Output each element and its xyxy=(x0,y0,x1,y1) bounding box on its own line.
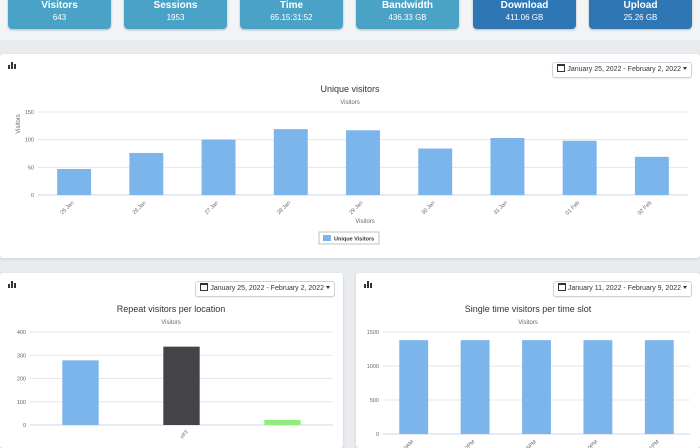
y-tick-label: 150 xyxy=(25,110,34,116)
date-range-button[interactable]: January 25, 2022 - February 2, 2022 xyxy=(552,62,692,78)
chart-title: Unique visitors xyxy=(320,84,380,94)
stat-value: 643 xyxy=(52,13,67,22)
x-tick-label: 10AM-11:30AM xyxy=(384,439,415,448)
y-tick-label: 0 xyxy=(23,423,26,429)
stat-value: 1953 xyxy=(166,13,185,22)
x-tick-label: 29 Jan xyxy=(348,200,364,216)
y-axis-label: Visitors xyxy=(16,114,22,134)
caret-down-icon xyxy=(683,286,687,289)
x-tick-label: 11:30AM-2PM xyxy=(448,439,477,448)
date-range-label: January 11, 2022 - February 9, 2022 xyxy=(567,285,681,292)
stat-label: Time xyxy=(279,0,304,11)
x-tick-label: 28 Jan xyxy=(276,200,292,216)
y-tick-label: 0 xyxy=(376,432,379,438)
data-bar xyxy=(264,419,301,425)
data-bar xyxy=(522,340,551,434)
stat-label: Sessions xyxy=(153,0,198,11)
stat-label: Visitors xyxy=(41,0,78,11)
y-tick-label: 1500 xyxy=(367,330,379,336)
single-visitors-chart: Single time visitors per time slot Visito… xyxy=(367,304,690,448)
bar-chart-icon xyxy=(364,281,372,288)
data-bar xyxy=(490,138,525,195)
chart-subtitle: Visitors xyxy=(340,100,360,106)
y-tick-label: 400 xyxy=(17,330,26,336)
y-tick-label: 1000 xyxy=(367,364,379,370)
y-tick-label: 200 xyxy=(17,377,26,383)
stats-row: Visitors 643 Sessions 1953 Time 65.15:31:52… xyxy=(0,0,700,40)
x-tick-label: 26 Jan xyxy=(132,200,148,216)
stat-card-time[interactable]: Time 65.15:31:52 xyxy=(240,0,343,29)
y-tick-label: 100 xyxy=(17,400,26,406)
calendar-icon xyxy=(557,283,566,291)
calendar-icon xyxy=(200,283,209,291)
y-tick-label: 0 xyxy=(31,193,34,199)
x-tick-label: 31 Jan xyxy=(493,200,509,216)
data-bar xyxy=(57,168,92,195)
calendar-icon xyxy=(557,64,566,72)
stat-value: 436.33 GB xyxy=(388,13,427,22)
date-range-label: January 25, 2022 - February 2, 2022 xyxy=(567,66,681,73)
data-bar xyxy=(583,340,613,434)
x-tick-label: 2PM-5PM xyxy=(516,439,538,448)
data-bar xyxy=(634,156,669,195)
caret-down-icon xyxy=(326,286,330,289)
data-bar xyxy=(129,152,164,195)
data-bar xyxy=(399,340,429,434)
y-tick-label: 500 xyxy=(370,398,379,404)
stat-label: Download xyxy=(500,0,549,11)
chart-subtitle: Visitors xyxy=(518,320,538,326)
data-bar xyxy=(418,148,453,195)
data-bar xyxy=(163,346,200,425)
y-tick-label: 100 xyxy=(25,138,34,144)
data-bar xyxy=(62,360,99,425)
repeat-visitors-chart: Repeat visitors per location Visitors 0 100… xyxy=(17,304,333,440)
stat-value: 411.06 GB xyxy=(505,13,544,22)
stat-card-download[interactable]: Download 411.06 GB xyxy=(473,0,576,29)
bar-chart-icon xyxy=(8,62,16,69)
x-tick-label: 25 Jan xyxy=(60,200,76,216)
unique-visitors-chart: Unique visitors Visitors 0 50 100 150 25 Jan 26… xyxy=(16,84,688,245)
data-bar xyxy=(201,139,236,195)
y-tick-label: 50 xyxy=(28,165,34,171)
x-tick-label: 30 Jan xyxy=(421,200,437,216)
stat-card-sessions[interactable]: Sessions 1953 xyxy=(124,0,227,29)
data-bar xyxy=(562,140,597,195)
y-tick-label: 300 xyxy=(17,353,26,359)
legend-swatch xyxy=(323,235,331,241)
data-bar xyxy=(644,340,674,434)
repeat-visitors-panel: January 25, 2022 - February 2, 2022 Repe… xyxy=(0,273,343,448)
stat-value: 25.26 GB xyxy=(623,13,658,22)
x-tick-label: 01 Feb xyxy=(565,200,581,216)
date-range-label: January 25, 2022 - February 2, 2022 xyxy=(210,285,324,292)
stat-label: Bandwidth xyxy=(381,0,434,11)
x-tick-label: ntry xyxy=(179,429,189,440)
stat-value: 65.15:31:52 xyxy=(270,13,313,22)
legend-label: Unique Visitors xyxy=(334,237,374,243)
bar-chart-icon xyxy=(8,281,16,288)
x-tick-label: 02 Feb xyxy=(637,200,653,216)
stat-label: Upload xyxy=(623,0,658,11)
chart-title: Single time visitors per time slot xyxy=(465,304,592,314)
single-visitors-panel: January 11, 2022 - February 9, 2022 Sing… xyxy=(356,273,700,448)
data-bar xyxy=(273,129,308,195)
date-range-button[interactable]: January 11, 2022 - February 9, 2022 xyxy=(552,281,692,297)
data-bar xyxy=(346,130,380,195)
x-tick-label: 27 Jan xyxy=(204,200,220,216)
x-axis-label: Visitors xyxy=(355,219,375,225)
stat-card-visitors[interactable]: Visitors 643 xyxy=(8,0,111,29)
legend-box xyxy=(318,231,380,245)
data-bar xyxy=(460,340,490,434)
unique-visitors-panel: January 25, 2022 - February 2, 2022 Uniq… xyxy=(0,54,700,258)
x-tick-label: 7:30PM-11PM xyxy=(632,439,661,448)
date-range-button[interactable]: January 25, 2022 - February 2, 2022 xyxy=(195,281,335,297)
chart-subtitle: Visitors xyxy=(161,320,181,326)
stat-card-bandwidth[interactable]: Bandwidth 436.33 GB xyxy=(356,0,459,29)
caret-down-icon xyxy=(683,67,687,70)
x-tick-label: 5PM-7:30PM xyxy=(572,439,599,448)
chart-title: Repeat visitors per location xyxy=(117,304,226,314)
stat-card-upload[interactable]: Upload 25.26 GB xyxy=(589,0,692,29)
